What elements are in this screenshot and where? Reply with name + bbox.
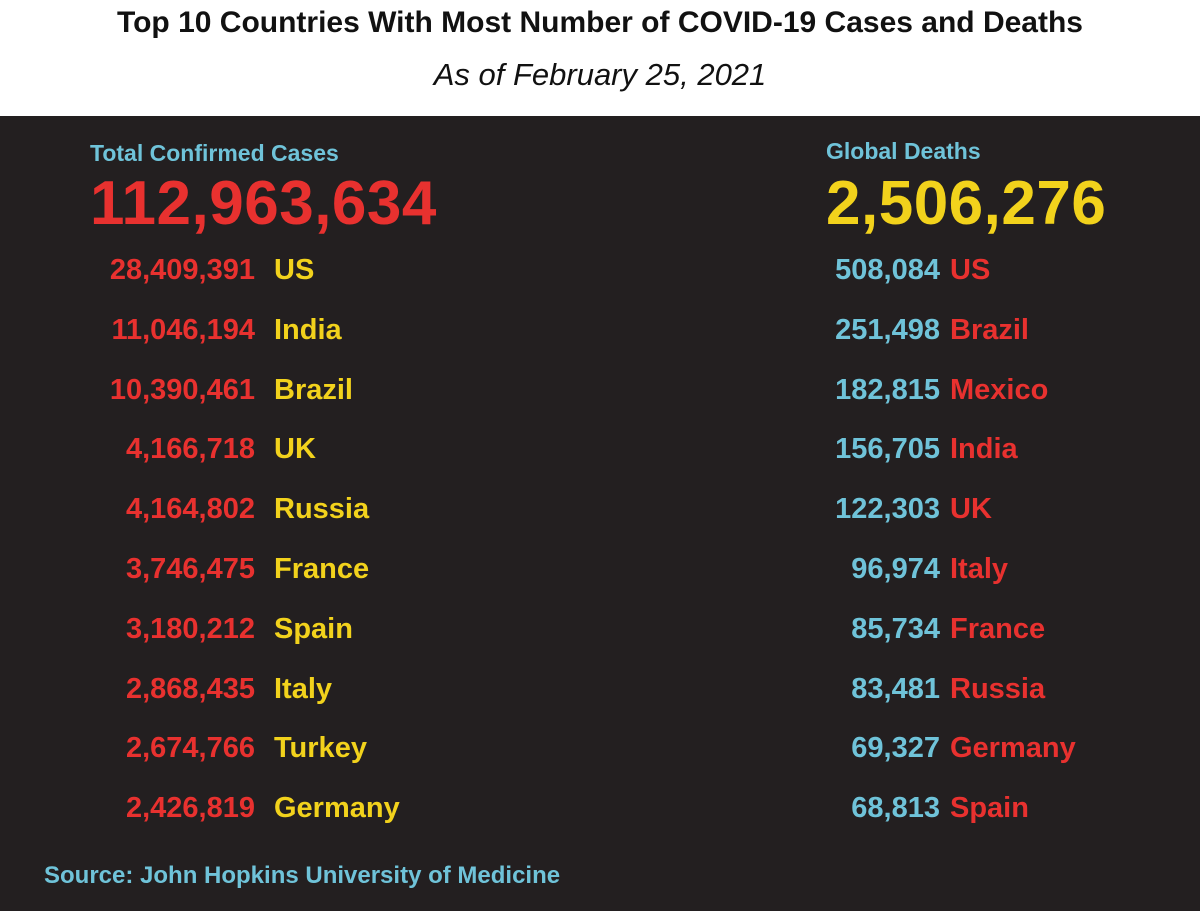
- cases-country: Germany: [274, 792, 400, 824]
- deaths-row: 182,815 Mexico: [0, 374, 1200, 414]
- cases-label: Total Confirmed Cases: [90, 140, 339, 166]
- cases-country: France: [274, 553, 370, 585]
- cases-row: 2,426,819 Germany: [0, 792, 1200, 832]
- cases-country: US: [274, 254, 315, 286]
- cases-row: 2,868,435 Italy: [0, 673, 1200, 713]
- deaths-value: 85,734: [851, 613, 940, 645]
- cases-value: 2,868,435: [125, 673, 255, 705]
- cases-country: Russia: [274, 493, 370, 525]
- cases-country: India: [274, 314, 342, 346]
- cases-row: 3,180,212 Spain: [0, 613, 1200, 653]
- cases-value: 11,046,194: [111, 314, 255, 346]
- deaths-row: 96,974 Italy: [0, 553, 1200, 593]
- page-subtitle: As of February 25, 2021: [433, 57, 767, 92]
- cases-row: 11,046,194 India: [0, 314, 1200, 354]
- deaths-label: Global Deaths: [826, 138, 981, 164]
- deaths-country: UK: [950, 493, 992, 525]
- deaths-country: Italy: [950, 553, 1009, 585]
- deaths-row: 83,481 Russia: [0, 673, 1200, 713]
- cases-value: 4,164,802: [125, 493, 255, 525]
- deaths-value: 508,084: [835, 254, 940, 286]
- stats-panel: Total Confirmed Cases 112,963,634 Global…: [0, 116, 1200, 911]
- deaths-country: Brazil: [950, 314, 1029, 346]
- deaths-country: Spain: [950, 792, 1029, 824]
- source-note: Source: John Hopkins University of Medic…: [44, 862, 561, 889]
- deaths-country: US: [950, 254, 991, 286]
- deaths-row: 69,327 Germany: [0, 732, 1200, 772]
- deaths-value: 69,327: [851, 732, 940, 764]
- deaths-value: 68,813: [851, 792, 940, 824]
- cases-row: 28,409,391 US: [0, 254, 1200, 294]
- cases-row: 4,164,802 Russia: [0, 493, 1200, 533]
- deaths-value: 251,498: [835, 314, 940, 346]
- deaths-total: 2,506,276: [826, 169, 1107, 238]
- deaths-row: 508,084 US: [0, 254, 1200, 294]
- cases-value: 10,390,461: [109, 374, 255, 406]
- deaths-country: Germany: [950, 732, 1076, 764]
- cases-value: 4,166,718: [125, 433, 255, 465]
- deaths-value: 156,705: [835, 433, 940, 465]
- cases-row: 3,746,475 France: [0, 553, 1200, 593]
- cases-value: 2,674,766: [125, 732, 255, 764]
- cases-country: Italy: [274, 673, 333, 705]
- deaths-country: India: [950, 433, 1018, 465]
- deaths-country: Russia: [950, 673, 1046, 705]
- deaths-value: 83,481: [851, 673, 940, 705]
- cases-value: 3,180,212: [125, 613, 255, 645]
- deaths-row: 251,498 Brazil: [0, 314, 1200, 354]
- cases-row: 10,390,461 Brazil: [0, 374, 1200, 414]
- deaths-row: 156,705 India: [0, 433, 1200, 473]
- cases-country: Turkey: [274, 732, 367, 764]
- cases-value: 3,746,475: [125, 553, 255, 585]
- deaths-row: 68,813 Spain: [0, 792, 1200, 832]
- deaths-value: 122,303: [835, 493, 940, 525]
- cases-total: 112,963,634: [90, 169, 437, 238]
- cases-country: UK: [274, 433, 316, 465]
- deaths-row: 85,734 France: [0, 613, 1200, 653]
- cases-country: Brazil: [274, 374, 353, 406]
- cases-row: 4,166,718 UK: [0, 433, 1200, 473]
- deaths-value: 96,974: [851, 553, 940, 585]
- cases-value: 28,409,391: [109, 254, 255, 286]
- deaths-value: 182,815: [835, 374, 940, 406]
- page-title: Top 10 Countries With Most Number of COV…: [117, 6, 1083, 39]
- deaths-row: 122,303 UK: [0, 493, 1200, 533]
- header: Top 10 Countries With Most Number of COV…: [0, 0, 1200, 116]
- cases-country: Spain: [274, 613, 353, 645]
- cases-value: 2,426,819: [125, 792, 255, 824]
- deaths-country: France: [950, 613, 1046, 645]
- deaths-country: Mexico: [950, 374, 1049, 406]
- cases-row: 2,674,766 Turkey: [0, 732, 1200, 772]
